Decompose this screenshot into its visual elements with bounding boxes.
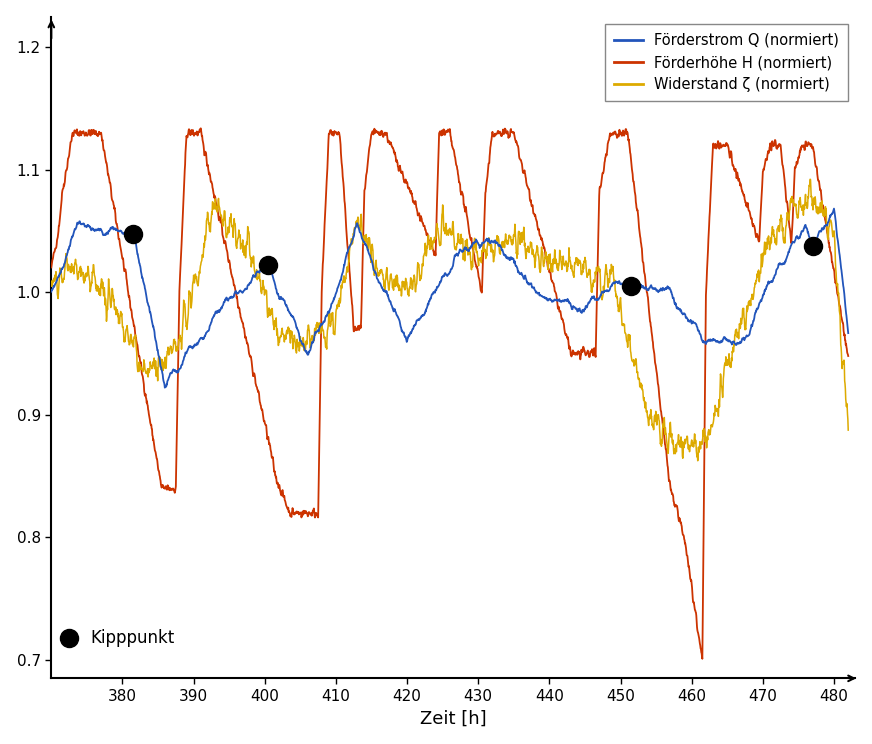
X-axis label: Zeit [h]: Zeit [h] xyxy=(420,709,487,728)
Legend: Förderstrom Q (normiert), Förderhöhe H (normiert), Widerstand ζ (normiert): Förderstrom Q (normiert), Förderhöhe H (… xyxy=(605,24,848,101)
Text: Kipppunkt: Kipppunkt xyxy=(91,629,174,647)
